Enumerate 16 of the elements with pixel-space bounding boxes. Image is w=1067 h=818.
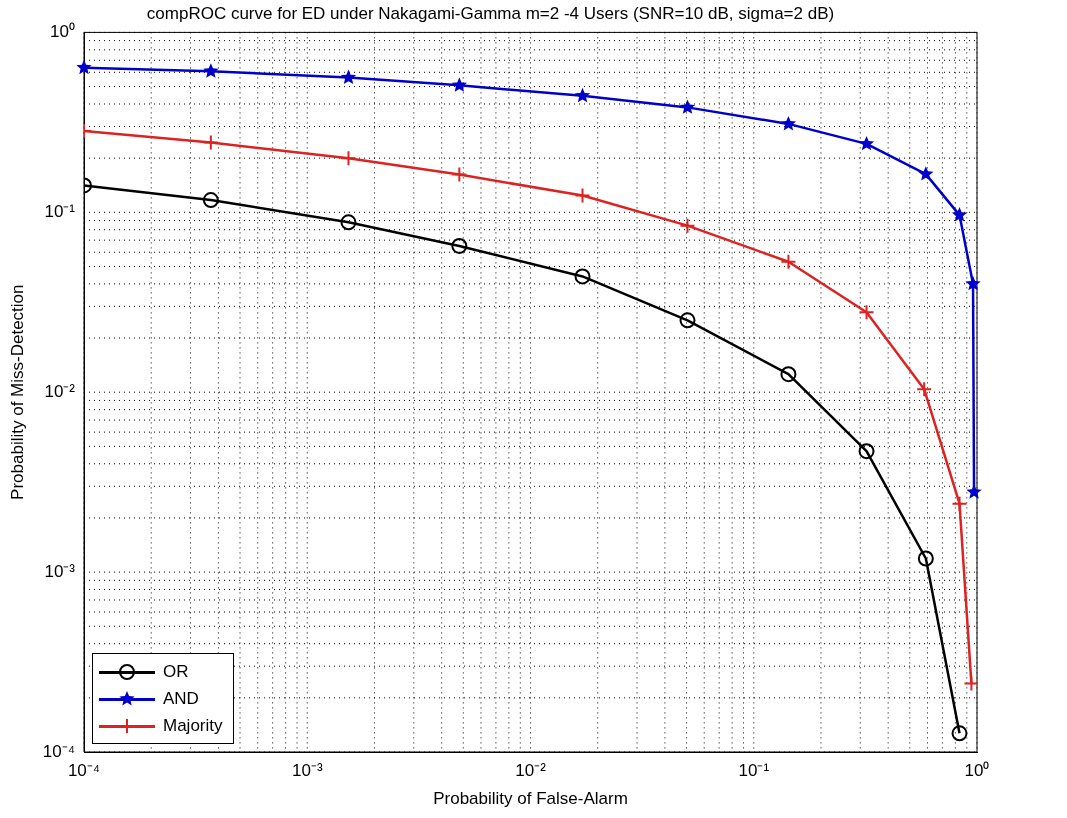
x-tick-label: 10⁻¹ — [738, 760, 770, 780]
chart-title: compROC curve for ED under Nakagami-Gamma m=2 -4 Users (SNR=10 dB, sigma=2 dB) — [146, 3, 835, 23]
y-tick-label: 10⁻³ — [44, 561, 76, 581]
y-tick-label: 10⁻¹ — [44, 201, 76, 221]
y-tick-label: 10⁰ — [50, 22, 75, 42]
x-tick-label: 10⁻⁴ — [67, 760, 101, 780]
x-axis-title: Probability of False-Alarm — [433, 789, 628, 809]
y-axis-title: Probability of Miss-Detection — [7, 284, 27, 500]
legend-label: AND — [163, 688, 199, 709]
legend-label: OR — [163, 661, 189, 682]
y-tick-label: 10⁻² — [44, 381, 76, 401]
y-tick-label: 10⁻⁴ — [42, 741, 75, 761]
x-tick-label: 10⁻² — [515, 760, 547, 780]
x-tick-label: 10⁻³ — [291, 760, 323, 780]
legend-label: Majority — [163, 715, 223, 736]
x-tick-label: 10⁰ — [964, 760, 990, 780]
